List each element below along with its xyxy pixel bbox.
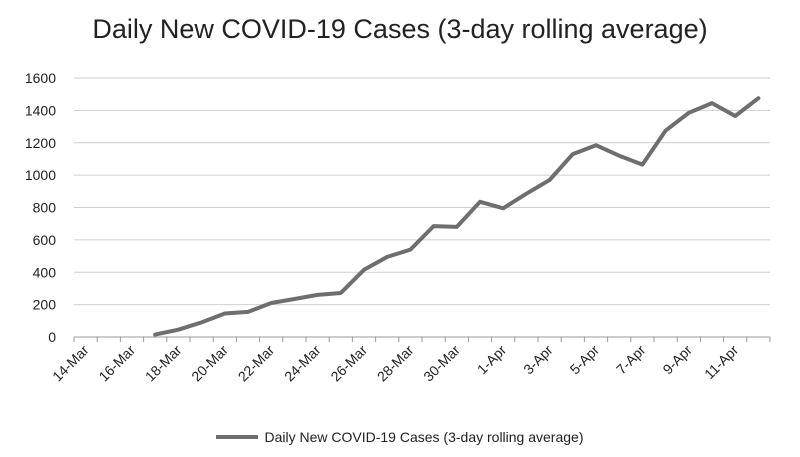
data-point xyxy=(247,311,249,313)
data-point xyxy=(664,129,667,132)
data-point xyxy=(224,312,226,315)
legend-swatch xyxy=(216,435,259,440)
x-tick-label: 28-Mar xyxy=(374,342,417,385)
y-tick-label: 1000 xyxy=(25,167,56,183)
data-point xyxy=(525,192,528,195)
x-tick-label: 26-Mar xyxy=(327,342,370,385)
x-tick-label: 9-Apr xyxy=(659,342,695,378)
x-tick-label: 16-Mar xyxy=(95,342,138,385)
data-point xyxy=(618,154,620,157)
series-layer xyxy=(153,96,761,337)
data-point xyxy=(757,97,760,100)
data-point xyxy=(595,144,597,146)
y-tick-label: 0 xyxy=(48,329,56,345)
legend-label: Daily New COVID-19 Cases (3-day rolling … xyxy=(264,429,584,445)
y-tick-label: 1400 xyxy=(25,102,56,118)
x-tick-label: 18-Mar xyxy=(142,342,185,385)
x-tick-label: 22-Mar xyxy=(235,342,278,385)
axes xyxy=(73,336,771,342)
chart-title: Daily New COVID-19 Cases (3-day rolling … xyxy=(92,14,708,44)
data-point xyxy=(502,207,505,210)
data-point xyxy=(270,302,273,304)
data-point xyxy=(200,321,203,324)
data-point xyxy=(409,248,412,251)
y-tick-label: 1200 xyxy=(25,135,56,151)
x-tick-label: 30-Mar xyxy=(420,342,463,385)
data-point xyxy=(688,112,690,114)
data-point xyxy=(340,292,342,294)
y-tick-labels: 0 200 400 600 800 1000 1200 1400 1600 xyxy=(25,70,56,345)
x-tick-label: 5-Apr xyxy=(567,342,603,378)
x-tick-label: 1-Apr xyxy=(474,342,510,378)
y-tick-label: 200 xyxy=(33,297,57,313)
x-tick-label: 14-Mar xyxy=(49,342,92,385)
data-point xyxy=(641,163,644,166)
y-tick-label: 600 xyxy=(33,232,57,248)
x-tick-label: 7-Apr xyxy=(613,342,649,378)
data-point xyxy=(293,298,296,300)
legend: Daily New COVID-19 Cases (3-day rolling … xyxy=(0,429,800,445)
x-tick-labels: 14-Mar 16-Mar 18-Mar 20-Mar 22-Mar 24-Mar 26-M… xyxy=(49,342,742,385)
data-point xyxy=(479,201,481,203)
series-line xyxy=(153,96,761,337)
data-point xyxy=(548,179,551,181)
x-tick-label: 20-Mar xyxy=(188,342,231,385)
data-point xyxy=(572,153,574,155)
data-point xyxy=(386,256,389,258)
data-point xyxy=(316,294,319,296)
data-point xyxy=(363,269,365,271)
data-point xyxy=(177,328,180,331)
x-tick-label: 11-Apr xyxy=(701,342,742,383)
data-point xyxy=(456,226,458,228)
data-point xyxy=(711,102,713,104)
data-point xyxy=(734,115,736,117)
data-point xyxy=(432,225,435,227)
y-tick-label: 1600 xyxy=(25,70,56,86)
y-tick-label: 800 xyxy=(33,200,57,216)
gridlines xyxy=(74,77,770,306)
x-tick-label: 24-Mar xyxy=(281,342,324,385)
x-tick-label: 3-Apr xyxy=(520,342,556,378)
y-tick-label: 400 xyxy=(33,264,57,280)
data-point xyxy=(154,333,156,336)
